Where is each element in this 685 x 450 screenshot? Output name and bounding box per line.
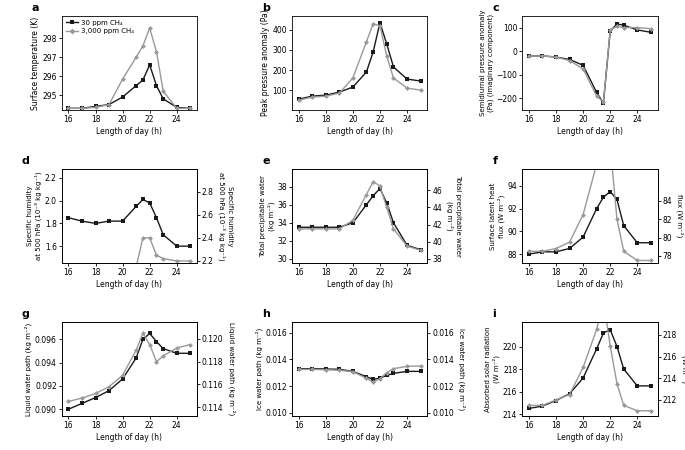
X-axis label: Length of day (h): Length of day (h) <box>327 280 393 289</box>
X-axis label: Length of day (h): Length of day (h) <box>327 127 393 136</box>
Y-axis label: Liquid water path (kg m⁻²): Liquid water path (kg m⁻²) <box>25 322 32 416</box>
Y-axis label: Ice water path (kg m⁻²): Ice water path (kg m⁻²) <box>458 328 466 410</box>
Y-axis label: Surface latent heat
flux (W m⁻²): Surface latent heat flux (W m⁻²) <box>676 182 685 250</box>
Y-axis label: Specific humidity
at 500 hPa (10⁻³ kg kg⁻¹): Specific humidity at 500 hPa (10⁻³ kg kg… <box>27 172 42 260</box>
X-axis label: Length of day (h): Length of day (h) <box>327 433 393 442</box>
Y-axis label: Total precipitable water
(kg m⁻²): Total precipitable water (kg m⁻²) <box>260 175 275 257</box>
Text: b: b <box>262 3 270 13</box>
Y-axis label: Absorbed solar radiation
(W m⁻²): Absorbed solar radiation (W m⁻²) <box>681 326 685 412</box>
Y-axis label: Specific humidity
at 500 hPa (10⁻³ kg kg⁻¹): Specific humidity at 500 hPa (10⁻³ kg kg… <box>218 172 233 260</box>
Y-axis label: Total precipitable water
(kg m⁻²): Total precipitable water (kg m⁻²) <box>446 175 461 257</box>
X-axis label: Length of day (h): Length of day (h) <box>97 127 162 136</box>
Text: f: f <box>493 156 497 166</box>
Y-axis label: Surface latent heat
flux (W m⁻²): Surface latent heat flux (W m⁻²) <box>490 182 505 250</box>
Text: d: d <box>21 156 29 166</box>
Text: i: i <box>493 309 496 319</box>
Text: c: c <box>493 3 499 13</box>
Legend: 30 ppm CH₄, 3,000 ppm CH₄: 30 ppm CH₄, 3,000 ppm CH₄ <box>65 19 135 35</box>
Text: g: g <box>21 309 29 319</box>
X-axis label: Length of day (h): Length of day (h) <box>97 433 162 442</box>
X-axis label: Length of day (h): Length of day (h) <box>97 280 162 289</box>
Y-axis label: Ice water path (kg m⁻²): Ice water path (kg m⁻²) <box>255 328 262 410</box>
Text: h: h <box>262 309 270 319</box>
Text: a: a <box>32 3 39 13</box>
Y-axis label: Semidiurnal pressure anomaly
(Pa) (imaginary component): Semidiurnal pressure anomaly (Pa) (imagi… <box>480 10 494 116</box>
Y-axis label: Liquid water path (kg m⁻²): Liquid water path (kg m⁻²) <box>227 322 235 416</box>
X-axis label: Length of day (h): Length of day (h) <box>557 127 623 136</box>
X-axis label: Length of day (h): Length of day (h) <box>557 433 623 442</box>
X-axis label: Length of day (h): Length of day (h) <box>557 280 623 289</box>
Y-axis label: Absorbed solar radiation
(W m⁻²): Absorbed solar radiation (W m⁻²) <box>486 326 500 412</box>
Y-axis label: Peak pressure anomaly (Pa): Peak pressure anomaly (Pa) <box>260 9 270 117</box>
Text: e: e <box>262 156 270 166</box>
Y-axis label: Surface temperature (K): Surface temperature (K) <box>31 16 40 110</box>
